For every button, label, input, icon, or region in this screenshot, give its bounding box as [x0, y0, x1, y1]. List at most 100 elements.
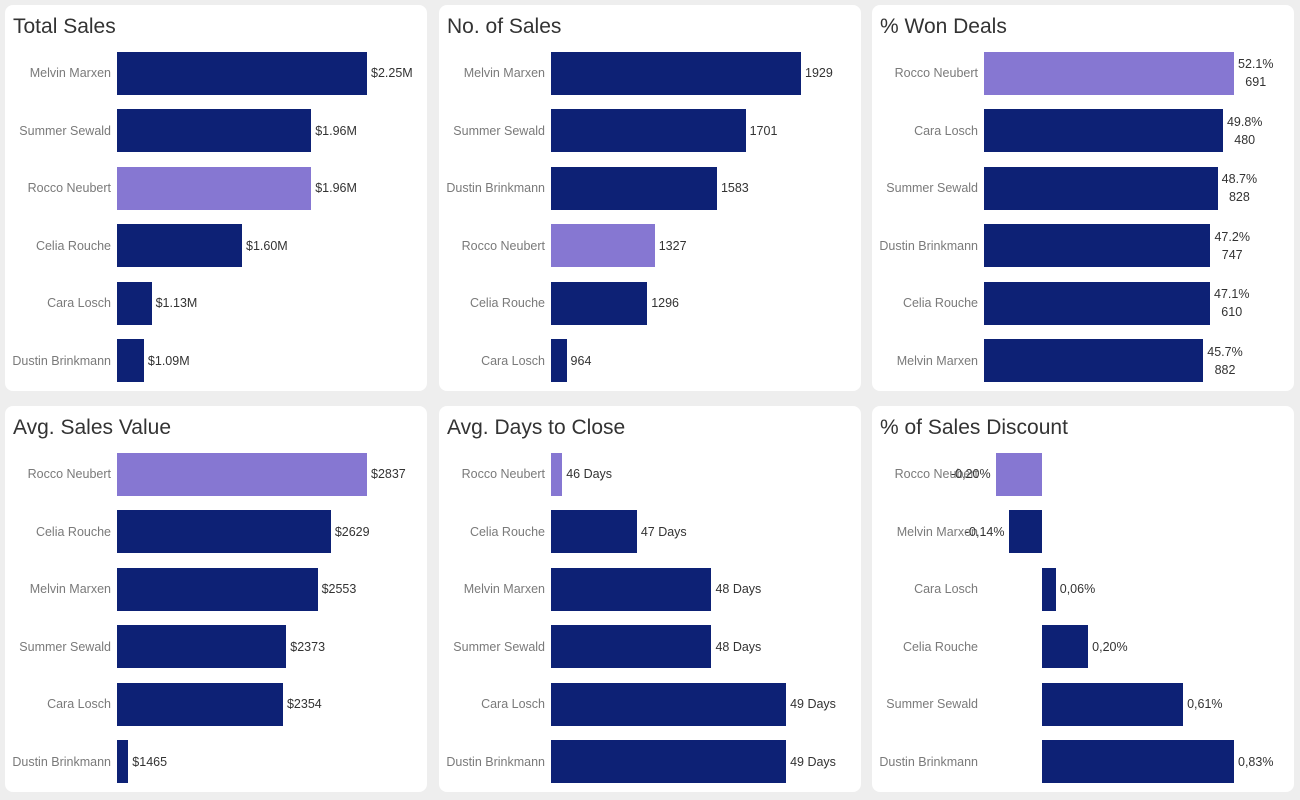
value-label: 1929	[805, 66, 833, 80]
bar-melvin-marxen[interactable]	[984, 339, 1204, 382]
bar-melvin-marxen[interactable]	[117, 51, 367, 95]
bar-melvin-marxen[interactable]	[117, 567, 318, 611]
bar-celia-rouche[interactable]	[117, 224, 242, 267]
value-label: 45.7% 882	[1207, 343, 1242, 379]
category-label: Summer Sewald	[886, 697, 978, 711]
category-label: Dustin Brinkmann	[446, 181, 545, 195]
bar-melvin-marxen[interactable]	[551, 51, 801, 95]
category-label: Summer Sewald	[886, 181, 978, 195]
bar-dustin-brinkmann[interactable]	[1041, 740, 1234, 783]
bar-cara-losch[interactable]	[551, 339, 567, 382]
bar-rocco-neubert[interactable]	[117, 166, 312, 210]
bar-dustin-brinkmann[interactable]	[117, 740, 129, 783]
bar-celia-rouche[interactable]	[984, 281, 1210, 325]
value-label: 49 Days	[790, 697, 836, 711]
bar-rocco-neubert[interactable]	[995, 452, 1042, 496]
value-label: 49 Days	[790, 754, 836, 769]
bar-rocco-neubert[interactable]	[551, 452, 563, 496]
category-label: Summer Sewald	[453, 123, 545, 138]
value-label: 48 Days	[715, 582, 762, 596]
bar-cara-losch[interactable]	[117, 281, 152, 325]
panel-total-sales: Total Sales Melvin Marxen $2.25M Summer Sew…	[5, 5, 427, 391]
category-label: Rocco Neubert	[461, 467, 545, 481]
bar-summer-sewald[interactable]	[1041, 682, 1184, 726]
chart-title: Avg. Sales Value	[13, 416, 171, 439]
category-label: Cara Losch	[914, 582, 978, 596]
bar-rocco-neubert[interactable]	[117, 452, 367, 496]
category-label: Dustin Brinkmann	[879, 754, 978, 769]
bar-cara-losch[interactable]	[984, 109, 1223, 152]
bar-melvin-marxen[interactable]	[1009, 510, 1042, 553]
value-label-count: 610	[1221, 305, 1243, 319]
category-label: Melvin Marxen	[29, 66, 111, 80]
bar-rocco-neubert[interactable]	[984, 51, 1234, 95]
value-label: 1296	[651, 296, 680, 310]
bar-summer-sewald[interactable]	[551, 109, 746, 152]
value-label-count: 480	[1234, 132, 1256, 147]
value-label-primary: 45.7%	[1207, 344, 1243, 359]
value-label: 0,83%	[1238, 754, 1274, 769]
chart-title: Total Sales	[13, 15, 116, 38]
value-label: $2.25M	[371, 66, 413, 80]
category-label: Dustin Brinkmann	[12, 754, 111, 769]
bar-dustin-brinkmann[interactable]	[551, 166, 717, 210]
value-label: -0,20%	[950, 467, 991, 481]
value-label: 964	[570, 353, 592, 368]
bar-summer-sewald[interactable]	[117, 109, 312, 152]
bar-celia-rouche[interactable]	[117, 510, 331, 553]
bar-cara-losch[interactable]	[117, 682, 283, 726]
bar-summer-sewald[interactable]	[551, 625, 712, 668]
category-label: Cara Losch	[47, 296, 111, 310]
value-label: $1.96M	[315, 181, 357, 195]
category-label: Summer Sewald	[19, 639, 111, 654]
category-label: Rocco Neubert	[894, 66, 978, 80]
bar-dustin-brinkmann[interactable]	[984, 224, 1211, 267]
category-label: Melvin Marxen	[463, 582, 545, 596]
value-label: 46 Days	[566, 467, 613, 481]
panel-won-deals: % Won Deals Rocco Neubert 52.1% 691 Cara Los…	[872, 5, 1294, 391]
panel-sales-discount: % of Sales Discount Rocco Neubert -0,20% Me…	[872, 406, 1294, 792]
panel-avg-sales-value: Avg. Sales Value Rocco Neubert $2837 Celia …	[5, 406, 427, 792]
category-label: Celia Rouche	[902, 296, 978, 310]
value-label: 1583	[720, 181, 749, 195]
value-label: $2373	[290, 639, 326, 654]
category-label: Cara Losch	[481, 697, 545, 711]
panel-no-of-sales: No. of Sales Melvin Marxen 1929 Summer Sewa…	[439, 5, 861, 391]
value-label: 49.8% 480	[1227, 113, 1262, 149]
bar-celia-rouche[interactable]	[551, 510, 637, 553]
value-label-count: 882	[1214, 362, 1236, 377]
bar-summer-sewald[interactable]	[117, 625, 287, 668]
category-label: Rocco Neubert	[27, 181, 111, 195]
category-label: Rocco Neubert	[461, 238, 545, 253]
bar-summer-sewald[interactable]	[984, 166, 1218, 210]
category-label: Summer Sewald	[19, 123, 111, 138]
bar-melvin-marxen[interactable]	[551, 567, 712, 611]
chart-title: % of Sales Discount	[880, 416, 1068, 439]
value-label: $1.96M	[315, 123, 357, 138]
value-label-primary: 48.7%	[1221, 172, 1258, 186]
value-label: $2354	[286, 697, 322, 711]
value-label: 52.1% 691	[1238, 55, 1273, 91]
category-label: Celia Rouche	[902, 639, 978, 654]
bar-dustin-brinkmann[interactable]	[551, 740, 787, 783]
value-label: 48 Days	[715, 639, 762, 654]
category-label: Cara Losch	[47, 697, 111, 711]
bar-cara-losch[interactable]	[1041, 567, 1056, 611]
value-label: 0,20%	[1092, 639, 1128, 654]
category-label: Dustin Brinkmann	[879, 238, 978, 253]
category-label: Summer Sewald	[453, 639, 545, 654]
bar-celia-rouche[interactable]	[551, 281, 648, 325]
value-label: $2837	[371, 467, 406, 481]
category-label: Cara Losch	[481, 353, 545, 368]
value-label-primary: 52.1%	[1238, 57, 1274, 71]
value-label-count: 828	[1228, 190, 1250, 204]
chart-title: Avg. Days to Close	[447, 416, 626, 439]
category-label: Dustin Brinkmann	[446, 754, 545, 769]
bar-rocco-neubert[interactable]	[551, 224, 655, 267]
category-label: Melvin Marxen	[896, 353, 978, 368]
category-label: Celia Rouche	[35, 238, 111, 253]
bar-cara-losch[interactable]	[551, 682, 787, 726]
bar-dustin-brinkmann[interactable]	[117, 339, 144, 382]
bar-celia-rouche[interactable]	[1041, 625, 1089, 668]
value-label: $1465	[132, 754, 168, 769]
